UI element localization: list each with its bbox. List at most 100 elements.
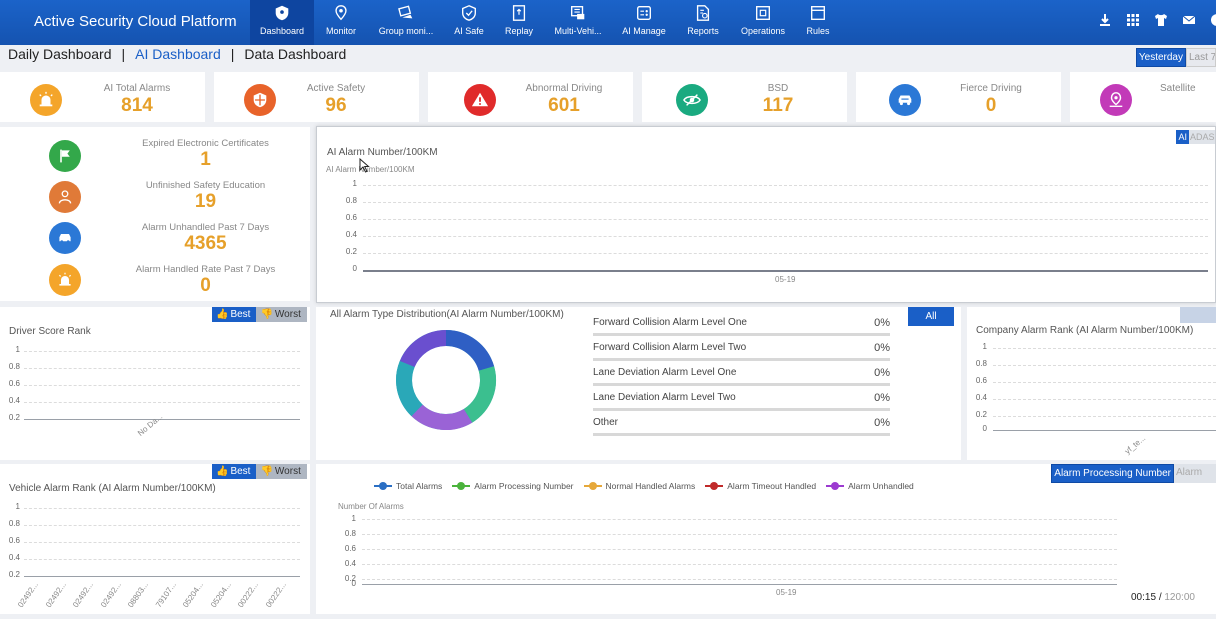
y-tick: 0: [352, 264, 357, 273]
x-axis: [362, 584, 1117, 585]
y-tick: 1: [352, 179, 357, 188]
app-title: Active Security Cloud Platform: [34, 13, 237, 30]
nav-monitor[interactable]: Monitor: [314, 0, 368, 45]
video-time-sep: /: [1158, 592, 1162, 603]
ai-alarm-chart-card: AI Alarm Number/100KM AI Alarm Number/10…: [316, 126, 1216, 303]
adas-toggle[interactable]: ADAS: [1189, 130, 1215, 144]
distribution-pct: 0%: [874, 317, 890, 329]
operations-icon: [756, 6, 770, 20]
nav-group-monitor[interactable]: Group moni...: [368, 0, 444, 45]
nav-multi-vehicle[interactable]: Multi-Vehi...: [544, 0, 612, 45]
y-tick: 0.2: [344, 574, 356, 583]
chart-ylabel: AI Alarm Number/100KM: [326, 165, 415, 174]
grid-apps-icon[interactable]: [1126, 13, 1140, 27]
grid-line: [24, 559, 300, 560]
tab-separator: |: [230, 46, 235, 62]
legend-item[interactable]: Normal Handled Alarms: [583, 481, 696, 491]
chart-title: Driver Score Rank: [9, 326, 91, 337]
worst-label: Worst: [274, 309, 301, 320]
kpi-label: Satellite: [1160, 83, 1196, 94]
y-tick: 0: [982, 424, 987, 433]
best-button[interactable]: [1180, 307, 1216, 323]
user-icon[interactable]: [1210, 13, 1216, 27]
worst-label: Worst: [274, 466, 301, 477]
y-tick: 0.6: [8, 379, 20, 388]
nav-label: Operations: [740, 26, 786, 36]
chart-title: Company Alarm Rank (AI Alarm Number/100K…: [976, 325, 1194, 336]
alarm-processing-button[interactable]: Alarm Processing Number: [1051, 464, 1174, 483]
worst-button[interactable]: 👎 Worst: [256, 307, 307, 322]
tab-data-dashboard[interactable]: Data Dashboard: [244, 46, 347, 62]
x-label: 05-19: [776, 588, 797, 597]
y-tick: 0.2: [975, 410, 987, 419]
kpi-ai-total-alarms: AI Total Alarms 814: [0, 72, 205, 122]
nav-ai-manage[interactable]: AI Manage: [612, 0, 676, 45]
shirt-icon[interactable]: [1154, 13, 1168, 27]
nav-label: Group moni...: [378, 26, 434, 36]
donut-segment: [399, 330, 447, 368]
kpi-label: Abnormal Driving: [525, 83, 603, 94]
x-label: 02492...: [71, 580, 95, 610]
grid-line: [993, 348, 1216, 349]
distribution-label: Lane Deviation Alarm Level One: [593, 367, 737, 378]
x-label: 00222...: [236, 580, 260, 610]
legend-item[interactable]: Alarm Processing Number: [452, 481, 574, 491]
worst-button[interactable]: 👎 Worst: [256, 464, 307, 479]
kpi-label: AI Total Alarms: [103, 83, 171, 94]
y-tick: 0: [351, 579, 356, 588]
yesterday-button[interactable]: Yesterday: [1135, 48, 1186, 67]
donut-segment: [411, 404, 473, 430]
alarm-button[interactable]: Alarm: [1174, 464, 1216, 483]
y-tick: 0.8: [975, 359, 987, 368]
y-tick: 0.4: [344, 559, 356, 568]
stat-value: 0: [200, 275, 211, 296]
y-tick: 0.8: [345, 196, 357, 205]
distribution-label: Other: [593, 417, 619, 428]
tab-daily-dashboard[interactable]: Daily Dashboard: [8, 46, 112, 62]
download-icon[interactable]: [1098, 13, 1112, 27]
multi-vehicle-icon: [571, 6, 585, 20]
last-7-button[interactable]: Last 7: [1186, 48, 1216, 67]
distribution-bar: [593, 333, 890, 336]
x-label: 08803...: [126, 580, 150, 610]
grid-line: [363, 236, 1208, 237]
y-tick: 1: [982, 342, 987, 351]
x-label: 05204...: [208, 580, 233, 610]
best-button[interactable]: 👍 Best: [212, 464, 257, 479]
legend-label: Alarm Timeout Handled: [727, 481, 817, 491]
nav-replay[interactable]: Replay: [494, 0, 544, 45]
distribution-row: Forward Collision Alarm Level Two 0%: [593, 342, 890, 361]
nav-ai-safe[interactable]: AI Safe: [444, 0, 494, 45]
ai-toggle[interactable]: AI: [1176, 130, 1189, 144]
nav-operations[interactable]: Operations: [730, 0, 796, 45]
legend-item[interactable]: Alarm Timeout Handled: [705, 481, 816, 491]
nav-label: Monitor: [325, 26, 356, 36]
tab-ai-dashboard[interactable]: AI Dashboard: [135, 46, 221, 62]
grid-line: [24, 508, 300, 509]
y-tick: 0.2: [8, 570, 20, 579]
legend-marker: [705, 482, 724, 490]
kpi-bsd: BSD 117: [642, 72, 847, 122]
stat-label: Alarm Unhandled Past 7 Days: [141, 222, 270, 233]
y-tick: 0.8: [8, 362, 20, 371]
company-alarm-rank-card: Company Alarm Rank (AI Alarm Number/100K…: [967, 307, 1216, 460]
tab-separator: |: [121, 46, 126, 62]
legend-label: Normal Handled Alarms: [605, 481, 696, 491]
legend-item[interactable]: Total Alarms: [374, 481, 442, 491]
nav-reports[interactable]: Reports: [676, 0, 730, 45]
legend-item[interactable]: Alarm Unhandled: [826, 481, 914, 491]
best-button[interactable]: 👍 Best: [212, 307, 257, 322]
kpi-value: 601: [548, 95, 580, 116]
nav-dashboard[interactable]: Dashboard: [250, 0, 314, 45]
x-label: yf_te...: [1123, 433, 1148, 456]
all-button[interactable]: All: [908, 307, 954, 326]
thumbs-up-icon: 👍: [216, 466, 229, 477]
mail-icon[interactable]: [1182, 13, 1196, 27]
y-tick: 0.8: [344, 529, 356, 538]
video-timestamp: 00:15 / 120:00: [1131, 592, 1195, 603]
nav-rules[interactable]: Rules: [796, 0, 840, 45]
distribution-label: Lane Deviation Alarm Level Two: [593, 392, 736, 403]
y-tick: 1: [351, 514, 356, 523]
top-icons: [1098, 13, 1216, 27]
processing-toggle: Alarm Processing Number Alarm: [1051, 464, 1216, 483]
